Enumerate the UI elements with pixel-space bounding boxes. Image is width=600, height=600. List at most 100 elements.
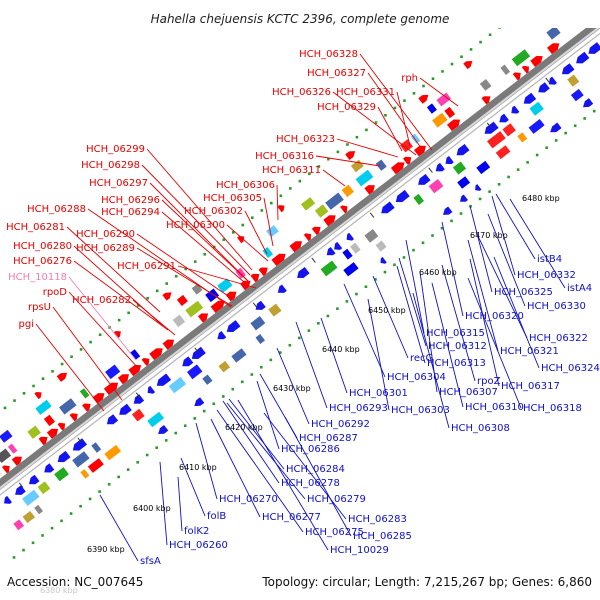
scale-label: 6440 kbp — [322, 345, 360, 354]
gene-label: HCH_06280 — [13, 241, 72, 252]
leader-line — [469, 205, 493, 293]
track-dot — [117, 318, 121, 322]
reverse-gene-arrow — [443, 206, 453, 215]
track-dot — [250, 216, 254, 220]
track-dot — [488, 33, 492, 37]
track-dot — [402, 256, 406, 259]
category-box — [343, 262, 359, 277]
track-dot — [183, 424, 187, 428]
category-box — [570, 88, 584, 102]
scale-tick — [486, 122, 492, 128]
category-box — [364, 229, 379, 243]
gene-label: HCH_10029 — [330, 545, 389, 556]
gene-label: rpsU — [28, 302, 51, 313]
scale-tick — [18, 482, 24, 488]
category-box — [22, 511, 35, 524]
gene-label: HCH_10118 — [8, 272, 67, 283]
track-dot — [327, 157, 330, 161]
reverse-gene-arrow — [226, 320, 241, 332]
track-dot — [488, 190, 491, 193]
gene-label: HCH_06317 — [501, 381, 560, 392]
leader-line — [216, 409, 304, 533]
leader-line — [431, 282, 464, 408]
track-dot — [345, 300, 349, 303]
leader-line — [467, 277, 522, 409]
gene-label: HCH_06300 — [166, 220, 225, 231]
forward-gene-arrow — [198, 313, 209, 323]
category-box — [132, 408, 145, 422]
forward-gene-arrow — [82, 403, 91, 412]
forward-gene-arrow — [481, 96, 491, 105]
leader-line — [475, 231, 528, 339]
gene-label: rph — [401, 73, 418, 84]
track-dot — [384, 113, 387, 117]
gene-label: HCH_06322 — [529, 333, 588, 344]
track-dot — [412, 92, 416, 95]
reverse-gene-arrow — [381, 201, 395, 214]
category-box — [104, 444, 121, 461]
gene-label: HCH_06312 — [428, 341, 487, 352]
forward-gene-arrow — [311, 226, 321, 235]
track-dot — [231, 231, 235, 234]
track-dot — [365, 128, 368, 132]
track-dot — [79, 348, 83, 351]
leader-line — [141, 164, 251, 276]
track-dot — [60, 519, 63, 523]
leader-line — [405, 239, 425, 334]
category-box — [375, 240, 387, 252]
backbone-shadow — [0, 32, 600, 496]
gene-label: HCH_06301 — [349, 388, 408, 399]
leader-line — [276, 184, 279, 221]
category-box — [147, 411, 164, 428]
gene-label: HCH_06296 — [101, 195, 160, 206]
track-dot — [164, 439, 168, 442]
reverse-gene-arrow — [511, 105, 520, 114]
category-box — [350, 242, 361, 254]
reverse-gene-arrow — [548, 76, 557, 85]
category-box — [325, 192, 344, 210]
track-dot — [289, 187, 292, 190]
track-dot — [174, 274, 178, 278]
scale-label: 6420 kbp — [225, 423, 263, 432]
gene-label: HCH_06302 — [184, 206, 243, 217]
scale-tick — [252, 302, 258, 308]
reverse-gene-arrow — [217, 331, 227, 340]
leader-line — [441, 264, 476, 382]
gene-label: HCH_06288 — [27, 204, 86, 215]
accession-text: Accession: NC_007645 — [7, 575, 143, 589]
gene-label: HCH_06278 — [281, 478, 340, 489]
track-dot — [126, 468, 130, 471]
leader-line — [68, 276, 137, 361]
leader-line — [99, 494, 139, 562]
track-dot — [231, 387, 235, 391]
gene-label: pgi — [19, 319, 34, 330]
leader-line — [244, 210, 268, 255]
forward-gene-arrow — [38, 436, 48, 446]
track-dot — [107, 482, 111, 486]
category-box — [528, 119, 545, 134]
track-dot — [554, 139, 558, 142]
category-box — [546, 28, 561, 40]
gene-label: HCH_06279 — [307, 494, 366, 505]
track-dot — [526, 161, 529, 164]
reverse-gene-arrow — [418, 174, 431, 185]
forward-gene-arrow — [390, 162, 405, 175]
reverse-gene-arrow — [576, 51, 590, 64]
track-dot — [136, 461, 139, 464]
category-box — [479, 79, 492, 91]
track-dot — [545, 146, 548, 150]
scale-labels: 6380 kbp 6390 kbp 6400 kbp 6410 kbp 6420 kbp… — [40, 194, 560, 595]
category-box — [13, 519, 25, 531]
track-dot — [221, 395, 225, 398]
leader-line — [237, 399, 329, 551]
gene-label: sfsA — [140, 556, 161, 567]
track-dot — [441, 70, 444, 73]
gene-label: HCH_06285 — [353, 531, 412, 542]
forward-gene-arrow — [225, 291, 237, 302]
track-dot — [527, 4, 530, 7]
forward-gene-arrow — [530, 56, 543, 67]
track-dot — [146, 296, 149, 300]
leader-line — [177, 476, 183, 532]
gene-label: HCH_06323 — [276, 134, 335, 145]
category-box — [231, 348, 247, 363]
